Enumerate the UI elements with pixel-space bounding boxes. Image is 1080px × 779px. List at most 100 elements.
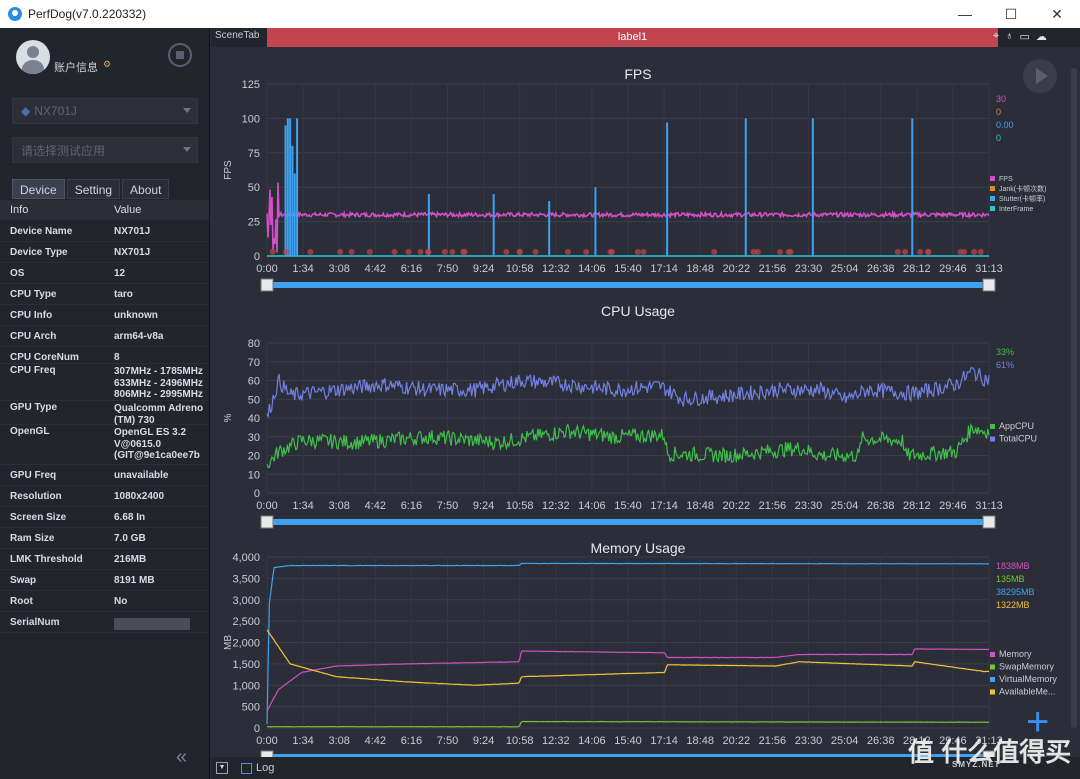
legend-swatch — [990, 196, 995, 201]
info-row: Swap 8191 MB — [0, 570, 209, 591]
x-tick-label: 23:30 — [795, 263, 823, 275]
series-line-appcpu — [266, 422, 990, 469]
slider-handle-right — [982, 515, 996, 529]
jank-marker — [405, 248, 412, 255]
info-key: GPU Freq — [10, 470, 57, 481]
jank-marker — [425, 248, 432, 255]
chevron-down-icon — [183, 108, 191, 113]
app-select[interactable]: 请选择测试应用 — [12, 137, 198, 163]
x-tick-label: 9:24 — [473, 263, 494, 275]
stop-button[interactable] — [168, 43, 192, 67]
avatar[interactable] — [16, 40, 50, 74]
info-value: taro — [114, 289, 133, 300]
legend-swatch — [990, 424, 995, 429]
x-tick-label: 0:00 — [256, 263, 277, 275]
legend-swatch — [990, 664, 995, 670]
pin-icon[interactable]: ♁ — [1005, 30, 1014, 42]
log-checkbox[interactable] — [241, 763, 252, 774]
maximize-button[interactable]: ☐ — [1004, 5, 1018, 22]
info-value: unknown — [114, 310, 158, 321]
current-value: 1322MB — [996, 600, 1030, 610]
legend-entry: FPS — [999, 176, 1013, 183]
play-button[interactable] — [1023, 59, 1057, 93]
current-value: 38295MB — [996, 587, 1035, 597]
jank-marker — [307, 248, 314, 255]
info-key: Screen Size — [10, 512, 67, 523]
x-tick-label: 7:50 — [437, 735, 458, 747]
dropdown-toggle[interactable]: ▼ — [216, 762, 228, 774]
info-row: CPU Freq 307MHz - 1785MHz 633MHz - 2496MH… — [0, 364, 209, 401]
info-row: LMK Threshold 216MB — [0, 549, 209, 570]
y-tick-label: 0 — [254, 723, 260, 735]
info-key: CPU Freq — [10, 365, 56, 376]
y-tick-label: 70 — [248, 357, 260, 369]
collapse-sidebar-icon[interactable]: « — [176, 746, 188, 768]
jank-marker — [391, 248, 398, 255]
info-row: Ram Size 7.0 GB — [0, 528, 209, 549]
info-value: 307MHz - 1785MHz 633MHz - 2496MHz 806MHz… — [114, 366, 203, 400]
tab-setting[interactable]: Setting — [66, 179, 121, 199]
slider-handle-right — [982, 278, 996, 292]
x-tick-label: 21:56 — [759, 500, 787, 512]
time-range-slider — [267, 282, 989, 288]
x-tick-label: 1:34 — [292, 263, 313, 275]
info-key: CPU CoreNum — [10, 352, 79, 363]
bottom-bar: ▼ Log — [211, 757, 1080, 779]
jank-marker — [961, 248, 968, 255]
y-tick-label: 125 — [242, 79, 260, 91]
vertical-scrollbar[interactable] — [1071, 68, 1077, 728]
x-tick-label: 0:00 — [256, 500, 277, 512]
minimize-button[interactable]: — — [958, 6, 972, 22]
y-tick-label: 0 — [254, 488, 260, 500]
x-tick-label: 6:16 — [401, 263, 422, 275]
info-row: CPU CoreNum 8 — [0, 347, 209, 364]
cloud-icon[interactable]: ☁ — [1035, 31, 1047, 43]
info-key: Resolution — [10, 491, 62, 502]
x-tick-label: 4:42 — [365, 500, 386, 512]
tab-about[interactable]: About — [122, 179, 170, 199]
x-tick-label: 28:12 — [903, 735, 931, 747]
info-key: CPU Info — [10, 310, 53, 321]
tab-device[interactable]: Device — [12, 179, 65, 199]
x-tick-label: 14:06 — [578, 735, 606, 747]
x-tick-label: 7:50 — [437, 500, 458, 512]
watermark-sub: SMYZ.NET — [952, 760, 1001, 769]
jank-marker — [902, 248, 909, 255]
device-select[interactable]: ◆ NX701J — [12, 98, 198, 124]
time-range-slider — [267, 754, 989, 757]
info-key: GPU Type — [10, 402, 58, 413]
close-button[interactable]: ✕ — [1051, 5, 1063, 22]
current-value: 30 — [996, 94, 1006, 104]
info-value: 7.0 GB — [114, 533, 146, 544]
info-row: CPU Type taro — [0, 284, 209, 305]
x-tick-label: 1:34 — [292, 735, 313, 747]
info-value: NX701J — [114, 247, 151, 258]
title-bar: PerfDog(v7.0.220332) — ☐ ✕ — [0, 0, 1080, 28]
user-settings-icon[interactable]: ⚙ — [103, 59, 112, 69]
window-title: PerfDog(v7.0.220332) — [28, 7, 147, 21]
y-axis-label: FPS — [223, 160, 234, 180]
label-bar[interactable]: label1 — [267, 28, 998, 47]
account-info-label[interactable]: 账户信息 — [54, 62, 98, 74]
y-tick-label: 60 — [248, 376, 260, 388]
info-row: CPU Arch arm64-v8a — [0, 326, 209, 347]
jank-marker — [711, 248, 718, 255]
x-tick-label: 4:42 — [365, 263, 386, 275]
info-key: OpenGL — [10, 426, 50, 437]
info-value: 216MB — [114, 554, 147, 565]
y-tick-label: 30 — [248, 432, 260, 444]
app-select-placeholder: 请选择测试应用 — [21, 143, 106, 158]
location-icon[interactable]: ⌖ — [993, 30, 1000, 42]
x-tick-label: 25:04 — [831, 735, 859, 747]
jank-marker — [977, 248, 984, 255]
info-row: Root No — [0, 591, 209, 612]
add-chart-button[interactable]: + — [1026, 700, 1050, 744]
serial-redacted — [114, 618, 190, 630]
legend-swatch — [990, 689, 995, 695]
slider-handle-left — [260, 515, 274, 529]
main-panel: SceneTab label1 ⌖ ♁ ▭ ☁ FPS FPS 0 25 50 75 100… — [211, 28, 1080, 779]
x-tick-label: 28:12 — [903, 500, 931, 512]
x-tick-label: 25:04 — [831, 500, 859, 512]
folder-icon[interactable]: ▭ — [1019, 31, 1030, 43]
scene-tab[interactable]: SceneTab — [215, 30, 260, 41]
